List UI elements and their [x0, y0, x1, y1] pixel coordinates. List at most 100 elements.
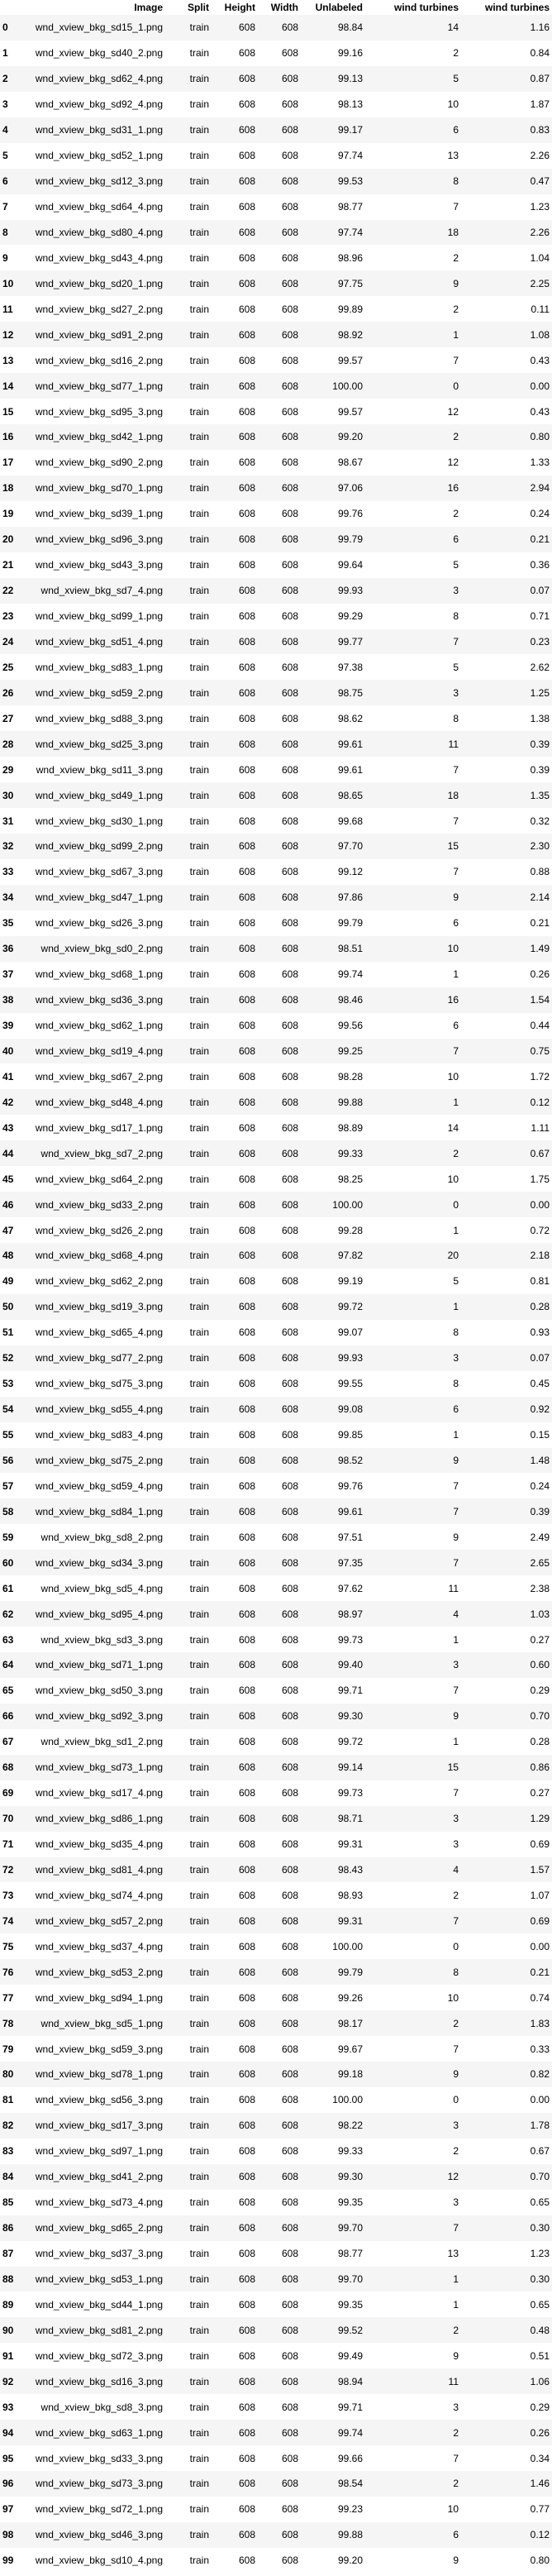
cell-split: train	[189, 1173, 209, 1185]
table-row: 57 wnd_xview_bkg_sd59_4.png train 608 608 99.…	[0, 1473, 552, 1499]
cell-index: 57	[2, 1479, 14, 1492]
cell-image: wnd_xview_bkg_sd75_3.png	[35, 1378, 163, 1390]
cell-index: 0	[2, 22, 8, 34]
cell-wind-turbines-percent: 0.27	[530, 1787, 550, 1799]
cell-wind-turbines-count: 7	[453, 1787, 459, 1799]
cell-width: 608	[281, 2324, 298, 2336]
cell-unlabeled: 99.85	[337, 1429, 363, 1441]
cell-wind-turbines-count: 0	[453, 2094, 459, 2106]
cell-split: train	[189, 47, 209, 60]
cell-height: 608	[238, 277, 255, 289]
cell-image: wnd_xview_bkg_sd26_2.png	[35, 1224, 163, 1236]
cell-image: wnd_xview_bkg_sd84_1.png	[35, 1505, 163, 1517]
cell-height: 608	[238, 2043, 255, 2055]
cell-width: 608	[281, 1198, 298, 1211]
cell-split: train	[189, 2503, 209, 2516]
table-row: 3 wnd_xview_bkg_sd92_4.png train 608 608 98.1…	[0, 91, 552, 117]
cell-index: 94	[2, 2426, 14, 2439]
cell-width: 608	[281, 2401, 298, 2413]
cell-wind-turbines-percent: 0.84	[530, 47, 550, 60]
cell-height: 608	[238, 1787, 255, 1799]
cell-wind-turbines-count: 3	[453, 2120, 459, 2132]
cell-image: wnd_xview_bkg_sd30_1.png	[35, 815, 163, 827]
cell-image: wnd_xview_bkg_sd35_4.png	[35, 1838, 163, 1851]
cell-unlabeled: 99.49	[337, 2349, 363, 2362]
cell-image: wnd_xview_bkg_sd33_2.png	[35, 1198, 163, 1211]
cell-width: 608	[281, 431, 298, 443]
cell-index: 7	[2, 201, 8, 213]
cell-width: 608	[281, 2222, 298, 2234]
cell-split: train	[189, 661, 209, 673]
cell-wind-turbines-percent: 2.49	[530, 1531, 550, 1543]
cell-unlabeled: 99.25	[337, 1044, 363, 1057]
table-row: 72 wnd_xview_bkg_sd81_4.png train 608 608 98.…	[0, 1857, 552, 1883]
cell-wind-turbines-count: 10	[447, 98, 459, 111]
cell-split: train	[189, 1966, 209, 1978]
cell-wind-turbines-percent: 1.33	[530, 456, 550, 469]
cell-wind-turbines-percent: 2.38	[530, 1582, 550, 1594]
cell-width: 608	[281, 303, 298, 315]
table-row: 76 wnd_xview_bkg_sd53_2.png train 608 608 99.…	[0, 1959, 552, 1986]
cell-image: wnd_xview_bkg_sd74_4.png	[35, 1889, 163, 1901]
cell-unlabeled: 99.93	[337, 1352, 363, 1364]
cell-index: 43	[2, 1121, 14, 1134]
table-row: 60 wnd_xview_bkg_sd34_3.png train 608 608 97.…	[0, 1550, 552, 1576]
cell-image: wnd_xview_bkg_sd68_1.png	[35, 968, 163, 981]
cell-image: wnd_xview_bkg_sd99_1.png	[35, 610, 163, 623]
cell-wind-turbines-percent: 0.28	[530, 1736, 550, 1748]
cell-split: train	[189, 1275, 209, 1288]
cell-wind-turbines-percent: 0.00	[530, 380, 550, 392]
cell-wind-turbines-count: 7	[453, 815, 459, 827]
cell-index: 34	[2, 891, 14, 904]
cell-image: wnd_xview_bkg_sd73_4.png	[35, 2196, 163, 2209]
cell-wind-turbines-count: 7	[453, 635, 459, 648]
cell-width: 608	[281, 201, 298, 213]
cell-image: wnd_xview_bkg_sd37_4.png	[35, 1940, 163, 1952]
cell-split: train	[189, 2145, 209, 2158]
cell-height: 608	[238, 2529, 255, 2541]
cell-wind-turbines-percent: 0.70	[530, 2171, 550, 2183]
cell-split: train	[189, 277, 209, 289]
cell-image: wnd_xview_bkg_sd36_3.png	[35, 994, 163, 1006]
cell-wind-turbines-percent: 0.69	[530, 1914, 550, 1927]
table-row: 50 wnd_xview_bkg_sd19_3.png train 608 608 99.…	[0, 1293, 552, 1320]
cell-unlabeled: 99.66	[337, 2452, 363, 2464]
cell-wind-turbines-percent: 1.54	[530, 994, 550, 1006]
cell-wind-turbines-count: 3	[453, 2401, 459, 2413]
cell-width: 608	[281, 1991, 298, 2004]
cell-wind-turbines-percent: 0.29	[530, 1685, 550, 1697]
cell-height: 608	[238, 661, 255, 673]
table-row: 6 wnd_xview_bkg_sd12_3.png train 608 608 99.5…	[0, 168, 552, 194]
cell-index: 82	[2, 2120, 14, 2132]
cell-wind-turbines-percent: 0.12	[530, 1096, 550, 1108]
cell-wind-turbines-percent: 1.04	[530, 251, 550, 264]
cell-wind-turbines-count: 6	[453, 1403, 459, 1416]
cell-index: 32	[2, 840, 14, 853]
cell-image: wnd_xview_bkg_sd75_2.png	[35, 1454, 163, 1466]
cell-wind-turbines-percent: 1.38	[530, 712, 550, 724]
table-row: 18 wnd_xview_bkg_sd70_1.png train 608 608 97.…	[0, 475, 552, 501]
cell-height: 608	[238, 354, 255, 366]
cell-index: 13	[2, 354, 14, 366]
cell-unlabeled: 99.73	[337, 1787, 363, 1799]
table-body: 0 wnd_xview_bkg_sd15_1.png train 608 608 98.8…	[0, 15, 552, 2574]
cell-width: 608	[281, 585, 298, 597]
cell-wind-turbines-percent: 1.87	[530, 98, 550, 111]
cell-image: wnd_xview_bkg_sd15_1.png	[35, 22, 163, 34]
cell-index: 36	[2, 943, 14, 955]
table-row: 92 wnd_xview_bkg_sd16_3.png train 608 608 98.…	[0, 2368, 552, 2395]
cell-width: 608	[281, 2349, 298, 2362]
cell-width: 608	[281, 150, 298, 162]
table-row: 54 wnd_xview_bkg_sd55_4.png train 608 608 99.…	[0, 1396, 552, 1422]
cell-unlabeled: 99.29	[337, 610, 363, 623]
cell-unlabeled: 100.00	[332, 2094, 363, 2106]
cell-image: wnd_xview_bkg_sd65_2.png	[35, 2222, 163, 2234]
cell-height: 608	[238, 1505, 255, 1517]
cell-index: 79	[2, 2043, 14, 2055]
cell-unlabeled: 99.57	[337, 405, 363, 418]
cell-image: wnd_xview_bkg_sd59_2.png	[35, 686, 163, 699]
cell-height: 608	[238, 1889, 255, 1901]
cell-unlabeled: 99.70	[337, 2222, 363, 2234]
cell-width: 608	[281, 1761, 298, 1774]
cell-split: train	[189, 2248, 209, 2260]
